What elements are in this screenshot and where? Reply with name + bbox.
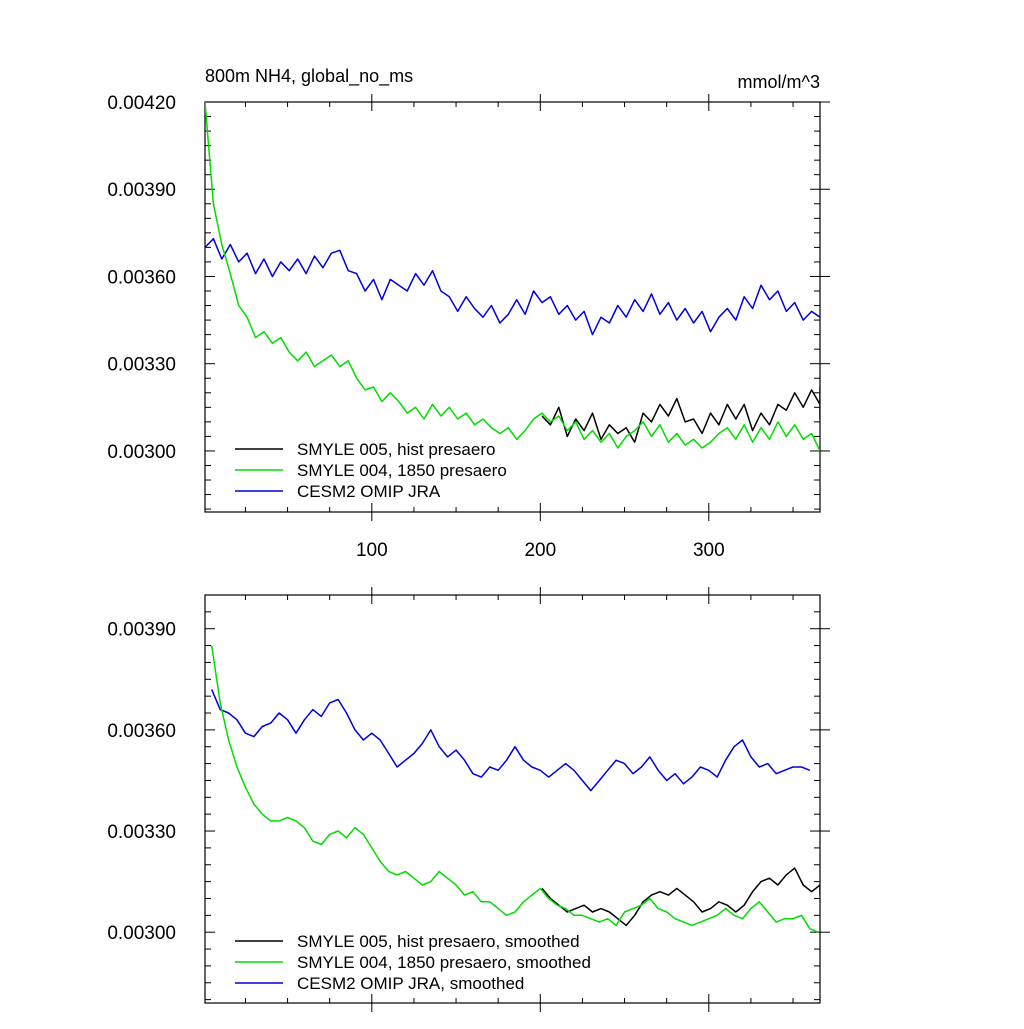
series-line-omip [211, 689, 811, 792]
legend-label: SMYLE 004, 1850 presaero, smoothed [297, 953, 591, 972]
series-line-hist [541, 386, 820, 443]
series-line-omip [205, 237, 820, 336]
plot-frame [204, 101, 821, 513]
legend-label: CESM2 OMIP JRA, smoothed [297, 974, 524, 993]
chart-panel-2: 0.00390 0.00360 0.00330 0.00300 SMYLE 005, h… [107, 587, 830, 1012]
units-label: mmol/m^3 [738, 72, 820, 92]
y-tick-label: 0.00420 [107, 93, 176, 114]
y-tick-label: 0.00330 [107, 355, 176, 376]
x-tick-label: 100 [356, 540, 388, 561]
y-tick-label: 0.00360 [107, 721, 176, 742]
y-tick-label: 0.00330 [107, 822, 176, 843]
legend-label: SMYLE 005, hist presaero, smoothed [297, 932, 580, 951]
y-tick-label: 0.00360 [107, 267, 176, 288]
chart-title: 800m NH4, global_no_ms [205, 66, 413, 87]
series-line-p1850 [210, 645, 819, 933]
y-tick-label: 0.00300 [107, 442, 176, 463]
plot-frame [204, 594, 821, 1004]
series-line-p1850 [205, 102, 820, 452]
series-line-hist [541, 867, 820, 927]
x-tick-label: 300 [693, 540, 725, 561]
chart-panel-1: 800m NH4, global_no_ms mmol/m^3 100 200 300 0… [107, 66, 830, 561]
y-tick-label: 0.00390 [107, 180, 176, 201]
x-tick-label: 200 [524, 540, 556, 561]
y-tick-label: 0.00390 [107, 620, 176, 641]
legend-label: CESM2 OMIP JRA [297, 482, 441, 501]
legend-label: SMYLE 005, hist presaero [297, 440, 495, 459]
y-tick-label: 0.00300 [107, 923, 176, 944]
legend-label: SMYLE 004, 1850 presaero [297, 461, 507, 480]
